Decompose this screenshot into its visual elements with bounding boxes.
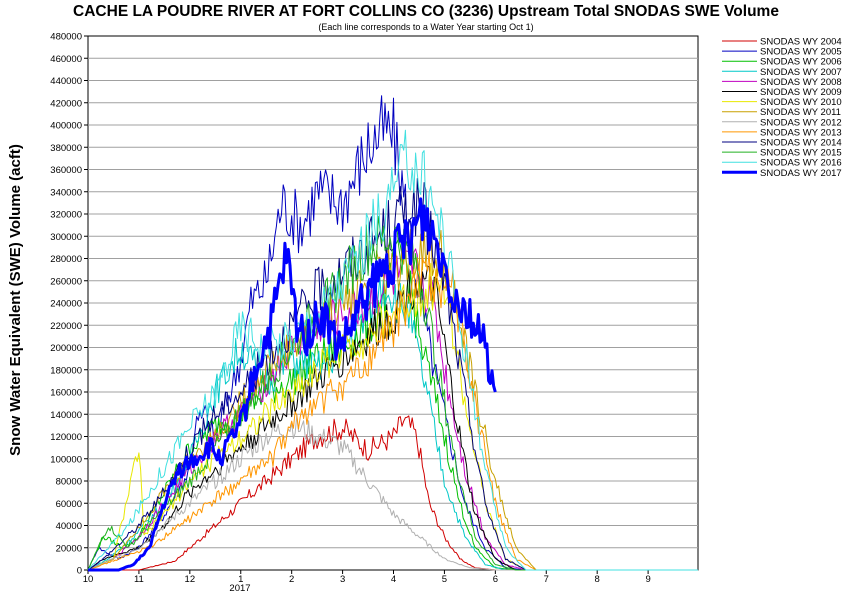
x-tick-label: 9 [645, 574, 650, 585]
y-tick-label: 420000 [50, 98, 82, 109]
legend-entry: SNODAS WY 2016 [760, 158, 842, 169]
y-tick-label: 140000 [50, 410, 82, 421]
y-tick-label: 300000 [50, 232, 82, 243]
legend-entry: SNODAS WY 2009 [760, 87, 842, 98]
y-tick-label: 380000 [50, 143, 82, 154]
legend-entry: SNODAS WY 2008 [760, 77, 842, 88]
x-year-label: 2017 [229, 583, 250, 594]
x-tick-label: 2 [289, 574, 294, 585]
x-tick-label: 5 [442, 574, 447, 585]
y-tick-label: 100000 [50, 454, 82, 465]
y-tick-label: 200000 [50, 343, 82, 354]
y-tick-label: 400000 [50, 121, 82, 132]
legend-entry: SNODAS WY 2012 [760, 117, 842, 128]
legend-entry: SNODAS WY 2005 [760, 47, 842, 58]
chart-subtitle: (Each line corresponds to a Water Year s… [318, 22, 533, 32]
x-tick-label: 3 [340, 574, 345, 585]
y-tick-label: 360000 [50, 165, 82, 176]
x-tick-label: 4 [391, 574, 396, 585]
legend-entry: SNODAS WY 2014 [760, 138, 842, 149]
y-tick-label: 460000 [50, 54, 82, 65]
y-tick-label: 440000 [50, 76, 82, 87]
x-tick-label: 11 [134, 574, 144, 585]
x-tick-label: 6 [493, 574, 498, 585]
y-tick-label: 480000 [50, 32, 82, 43]
x-tick-label: 1 [238, 574, 243, 585]
y-tick-label: 260000 [50, 276, 82, 287]
legend-entry: SNODAS WY 2011 [760, 107, 841, 118]
x-tick-labels: 10 11 12 1 2 3 4 5 6 7 8 9 [83, 570, 651, 585]
y-tick-label: 280000 [50, 254, 82, 265]
legend-entry: SNODAS WY 2013 [760, 127, 842, 138]
y-tick-label: 240000 [50, 299, 82, 310]
y-tick-label: 0 [77, 566, 82, 577]
legend-entry: SNODAS WY 2015 [760, 148, 842, 159]
x-tick-label: 7 [544, 574, 549, 585]
legend-entry: SNODAS WY 2006 [760, 57, 842, 68]
series-lines [87, 95, 698, 572]
legend-entry: SNODAS WY 2007 [760, 67, 842, 78]
plot-area: 0 20000 40000 60000 80000 100000 120000 140000 1… [50, 32, 699, 585]
y-axis-label: Snow Water Equivalent (SWE) Volume (acft… [7, 144, 24, 456]
y-tick-label: 340000 [50, 187, 82, 198]
y-tick-labels: 0 20000 40000 60000 80000 100000 120000 140000 1… [50, 32, 82, 577]
legend-entry: SNODAS WY 2004 [760, 37, 842, 48]
series-line [88, 197, 497, 572]
chart-title: CACHE LA POUDRE RIVER AT FORT COLLINS CO… [73, 3, 779, 20]
series-line [87, 129, 698, 571]
y-tick-label: 120000 [50, 432, 82, 443]
y-tick-label: 60000 [56, 499, 82, 510]
y-tick-label: 20000 [56, 543, 82, 554]
x-tick-label: 12 [185, 574, 196, 585]
x-tick-label: 8 [595, 574, 600, 585]
legend-entry: SNODAS WY 2017 [760, 168, 842, 179]
x-tick-label: 10 [83, 574, 94, 585]
y-tick-label: 80000 [56, 477, 82, 488]
y-tick-label: 220000 [50, 321, 82, 332]
legend-entry: SNODAS WY 2010 [760, 97, 842, 108]
y-tick-label: 320000 [50, 210, 82, 221]
y-tick-label: 40000 [56, 521, 82, 532]
y-tick-label: 180000 [50, 365, 82, 376]
y-tick-label: 160000 [50, 388, 82, 399]
